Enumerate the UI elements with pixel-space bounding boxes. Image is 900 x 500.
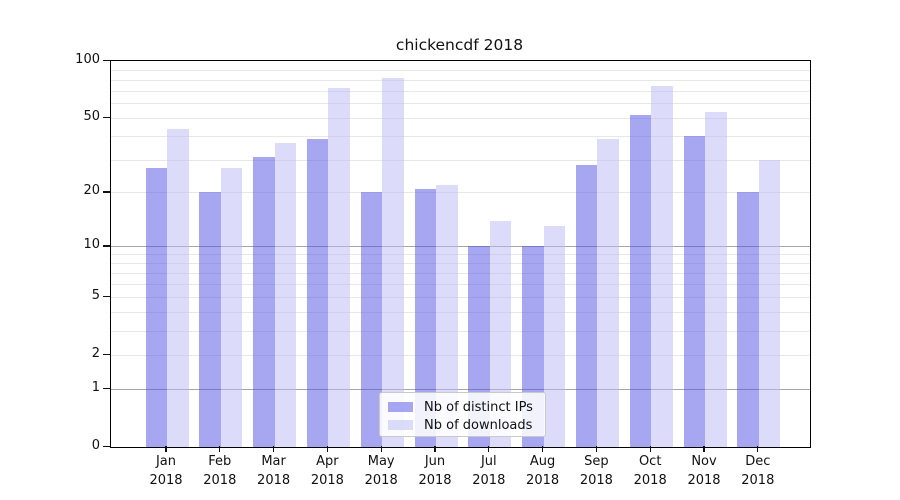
legend-item-distinct-ips: Nb of distinct IPs: [388, 398, 537, 416]
bar-nb-of-downloads-dec: [758, 159, 781, 447]
gridline-2: [111, 355, 810, 357]
y-tick-mark-50: [103, 117, 110, 119]
bar-nb-of-distinct-ips-jun: [414, 188, 436, 447]
bar-nb-of-distinct-ips-may: [360, 192, 383, 447]
gridline-6: [111, 284, 810, 286]
bar-nb-of-distinct-ips-jan: [145, 168, 167, 447]
y-tick-label-20: 20: [83, 183, 100, 199]
gridline-5: [111, 297, 810, 299]
legend-swatch-distinct-ips: [388, 402, 413, 412]
x-tick-label-nov: Nov 2018: [687, 454, 721, 488]
x-tick-mark-aug: [541, 446, 544, 452]
gridline-4: [111, 312, 810, 314]
y-tick-mark-10: [103, 245, 110, 247]
gridline-90: [111, 69, 810, 71]
legend: Nb of distinct IPs Nb of downloads: [379, 392, 546, 437]
x-tick-mark-jul: [488, 446, 490, 452]
bar-nb-of-distinct-ips-feb: [199, 192, 221, 447]
gridline-3: [111, 331, 810, 333]
bar-nb-of-downloads-aug: [543, 226, 566, 447]
gridline-50: [111, 118, 810, 120]
bar-nb-of-downloads-jan: [167, 128, 189, 447]
y-tick-label-10: 10: [83, 237, 100, 253]
y-tick-mark-2: [103, 354, 110, 356]
y-tick-label-100: 100: [75, 52, 100, 67]
x-tick-label-feb: Feb 2018: [203, 454, 237, 488]
gridline-70: [111, 90, 810, 92]
legend-label-downloads: Nb of downloads: [424, 417, 533, 433]
x-tick-label-may: May 2018: [364, 454, 398, 488]
bar-nb-of-downloads-may: [382, 78, 404, 447]
bar-nb-of-distinct-ips-nov: [683, 136, 705, 447]
y-tick-mark-20: [103, 191, 110, 193]
gridline-20: [111, 192, 810, 194]
bar-nb-of-downloads-feb: [220, 168, 243, 447]
legend-label-distinct-ips: Nb of distinct IPs: [424, 399, 533, 415]
y-tick-label-5: 5: [91, 288, 100, 304]
y-tick-mark-1: [103, 388, 110, 390]
gridline-30: [111, 159, 810, 161]
gridline-7: [111, 273, 810, 275]
gridline-40: [111, 136, 810, 138]
x-tick-label-dec: Dec 2018: [741, 454, 775, 488]
legend-item-downloads: Nb of downloads: [388, 416, 537, 434]
x-tick-mark-jan: [165, 446, 167, 452]
bar-nb-of-downloads-sep: [597, 138, 619, 447]
bar-nb-of-downloads-jul: [489, 220, 512, 447]
bar-nb-of-downloads-oct: [651, 85, 673, 447]
bar-nb-of-distinct-ips-dec: [737, 192, 759, 447]
gridline-8: [111, 263, 810, 265]
x-tick-mark-feb: [219, 446, 221, 452]
bar-nb-of-downloads-apr: [328, 88, 350, 447]
x-tick-mark-nov: [703, 446, 705, 452]
y-tick-label-0: 0: [91, 438, 100, 453]
x-tick-label-sep: Sep 2018: [579, 454, 613, 488]
x-tick-label-jan: Jan 2018: [149, 454, 183, 488]
x-tick-mark-dec: [757, 446, 759, 452]
x-tick-mark-mar: [272, 446, 275, 452]
bar-nb-of-distinct-ips-oct: [629, 114, 652, 447]
chart-title: chickencdf 2018: [395, 36, 524, 54]
x-tick-mark-apr: [326, 446, 329, 452]
bar-nb-of-distinct-ips-sep: [575, 165, 598, 447]
x-tick-label-oct: Oct 2018: [633, 454, 667, 488]
y-tick-mark-100: [103, 60, 110, 62]
y-tick-label-50: 50: [83, 109, 100, 125]
y-tick-label-2: 2: [91, 346, 100, 362]
gridline-60: [111, 103, 810, 105]
x-tick-label-jul: Jul 2018: [472, 454, 506, 488]
x-tick-mark-oct: [649, 446, 651, 452]
x-tick-label-jun: Jun 2018: [418, 454, 452, 488]
y-tick-mark-5: [103, 296, 110, 298]
bar-nb-of-downloads-nov: [705, 111, 727, 447]
y-tick-label-1: 1: [91, 380, 100, 395]
gridline-major-10: [111, 246, 810, 248]
bar-nb-of-distinct-ips-apr: [306, 138, 329, 447]
gridline-major-1: [111, 389, 810, 390]
x-tick-label-apr: Apr 2018: [310, 454, 344, 488]
bar-nb-of-downloads-mar: [274, 142, 297, 447]
y-tick-mark-0: [103, 446, 110, 448]
x-tick-mark-jun: [434, 446, 436, 452]
x-tick-label-mar: Mar 2018: [257, 454, 291, 488]
plot-area: Nb of distinct IPs Nb of downloads: [110, 60, 811, 448]
gridline-80: [111, 79, 810, 81]
x-tick-mark-sep: [595, 446, 598, 452]
gridline-9: [111, 254, 810, 256]
legend-swatch-downloads: [388, 420, 413, 430]
bar-nb-of-distinct-ips-mar: [253, 157, 275, 447]
x-tick-mark-may: [380, 446, 382, 452]
x-tick-label-aug: Aug 2018: [526, 454, 560, 488]
bar-nb-of-downloads-jun: [436, 184, 458, 447]
